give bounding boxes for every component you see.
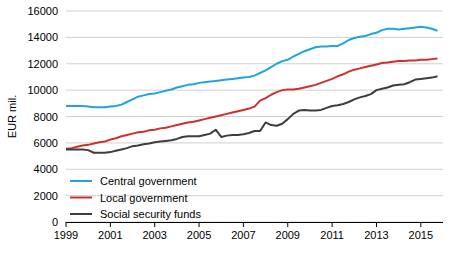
legend-label: Central government [100, 175, 197, 187]
grid-line [66, 11, 443, 12]
grid-line [66, 142, 443, 143]
x-tick [66, 222, 67, 227]
plot-area [66, 27, 437, 153]
y-tick-label: 4000 [34, 163, 58, 175]
x-tick [332, 222, 333, 227]
x-tick-label: 2009 [276, 229, 300, 241]
x-tick [110, 222, 111, 227]
x-tick-label: 2005 [187, 229, 211, 241]
legend-swatch [70, 213, 92, 215]
series-line [66, 27, 437, 107]
y-tick-label: 2000 [34, 190, 58, 202]
y-tick-label: 8000 [34, 111, 58, 123]
x-tick-label: 2015 [409, 229, 433, 241]
y-axis-label: EUR mil. [6, 95, 18, 138]
series-line [66, 58, 437, 148]
x-tick-label: 2003 [142, 229, 166, 241]
legend-swatch [70, 180, 92, 182]
x-tick [376, 222, 377, 227]
x-tick [199, 222, 200, 227]
y-tick-label: 14000 [27, 31, 58, 43]
chart: 0 2000 4000 6000 8000 10000 12000 14000 16000 EUR… [0, 0, 454, 253]
legend-label: Social security funds [100, 208, 201, 220]
x-tick-label: 2013 [364, 229, 388, 241]
grid-line [66, 116, 443, 117]
y-tick-label: 12000 [27, 58, 58, 70]
series-line [66, 76, 437, 152]
x-tick-label: 2007 [231, 229, 255, 241]
x-tick [154, 222, 155, 227]
x-tick-label: 2001 [98, 229, 122, 241]
x-tick-label: 1999 [54, 229, 78, 241]
x-axis [66, 222, 443, 223]
legend-label: Local government [100, 192, 187, 204]
x-tick [287, 222, 288, 227]
y-tick-label: 0 [52, 216, 58, 228]
y-tick-label: 16000 [27, 5, 58, 17]
y-tick-label: 6000 [34, 137, 58, 149]
x-tick-label: 2011 [320, 229, 344, 241]
grid-line [66, 90, 443, 91]
legend-swatch [70, 197, 92, 199]
y-tick-label: 10000 [27, 84, 58, 96]
x-tick [420, 222, 421, 227]
grid-line [66, 222, 443, 223]
grid-line [66, 169, 443, 170]
grid-line [66, 37, 443, 38]
x-tick [243, 222, 244, 227]
